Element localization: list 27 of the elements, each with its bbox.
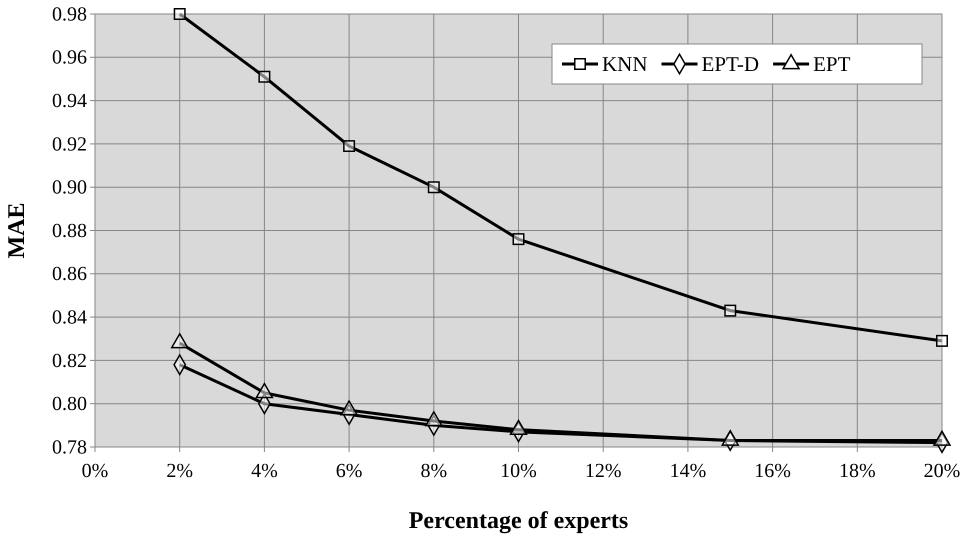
x-tick-label: 10% bbox=[500, 460, 537, 482]
y-axis-title: MAE bbox=[4, 202, 30, 258]
y-tick-label: 0.98 bbox=[52, 3, 87, 26]
y-tick-label: 0.84 bbox=[52, 306, 87, 328]
x-tick-label: 18% bbox=[838, 460, 876, 482]
x-tick-label: 2% bbox=[166, 460, 194, 482]
x-tick-label: 4% bbox=[251, 460, 278, 482]
x-tick-label: 16% bbox=[754, 460, 791, 482]
x-axis-title: Percentage of experts bbox=[408, 508, 628, 534]
x-tick-label: 6% bbox=[336, 460, 362, 482]
x-tick-label: 8% bbox=[420, 460, 448, 482]
y-tick-label: 0.90 bbox=[52, 176, 87, 199]
y-tick-label: 0.96 bbox=[52, 46, 87, 69]
x-tick-label: 12% bbox=[584, 460, 622, 482]
y-tick-label: 0.94 bbox=[52, 90, 87, 112]
legend-label: EPT-D bbox=[702, 52, 760, 76]
y-tick-label: 0.80 bbox=[52, 393, 87, 416]
legend-label: EPT bbox=[813, 52, 851, 76]
y-tick-label: 0.82 bbox=[52, 350, 87, 372]
x-tick-label: 0% bbox=[82, 460, 108, 482]
y-tick-label: 0.86 bbox=[52, 263, 87, 286]
x-tick-label: 14% bbox=[670, 460, 706, 482]
y-tick-label: 0.92 bbox=[52, 133, 87, 156]
y-tick-label: 0.78 bbox=[52, 436, 87, 458]
y-tick-label: 0.88 bbox=[52, 220, 87, 242]
x-tick-label: 20% bbox=[924, 460, 960, 482]
legend-label: KNN bbox=[602, 52, 648, 76]
